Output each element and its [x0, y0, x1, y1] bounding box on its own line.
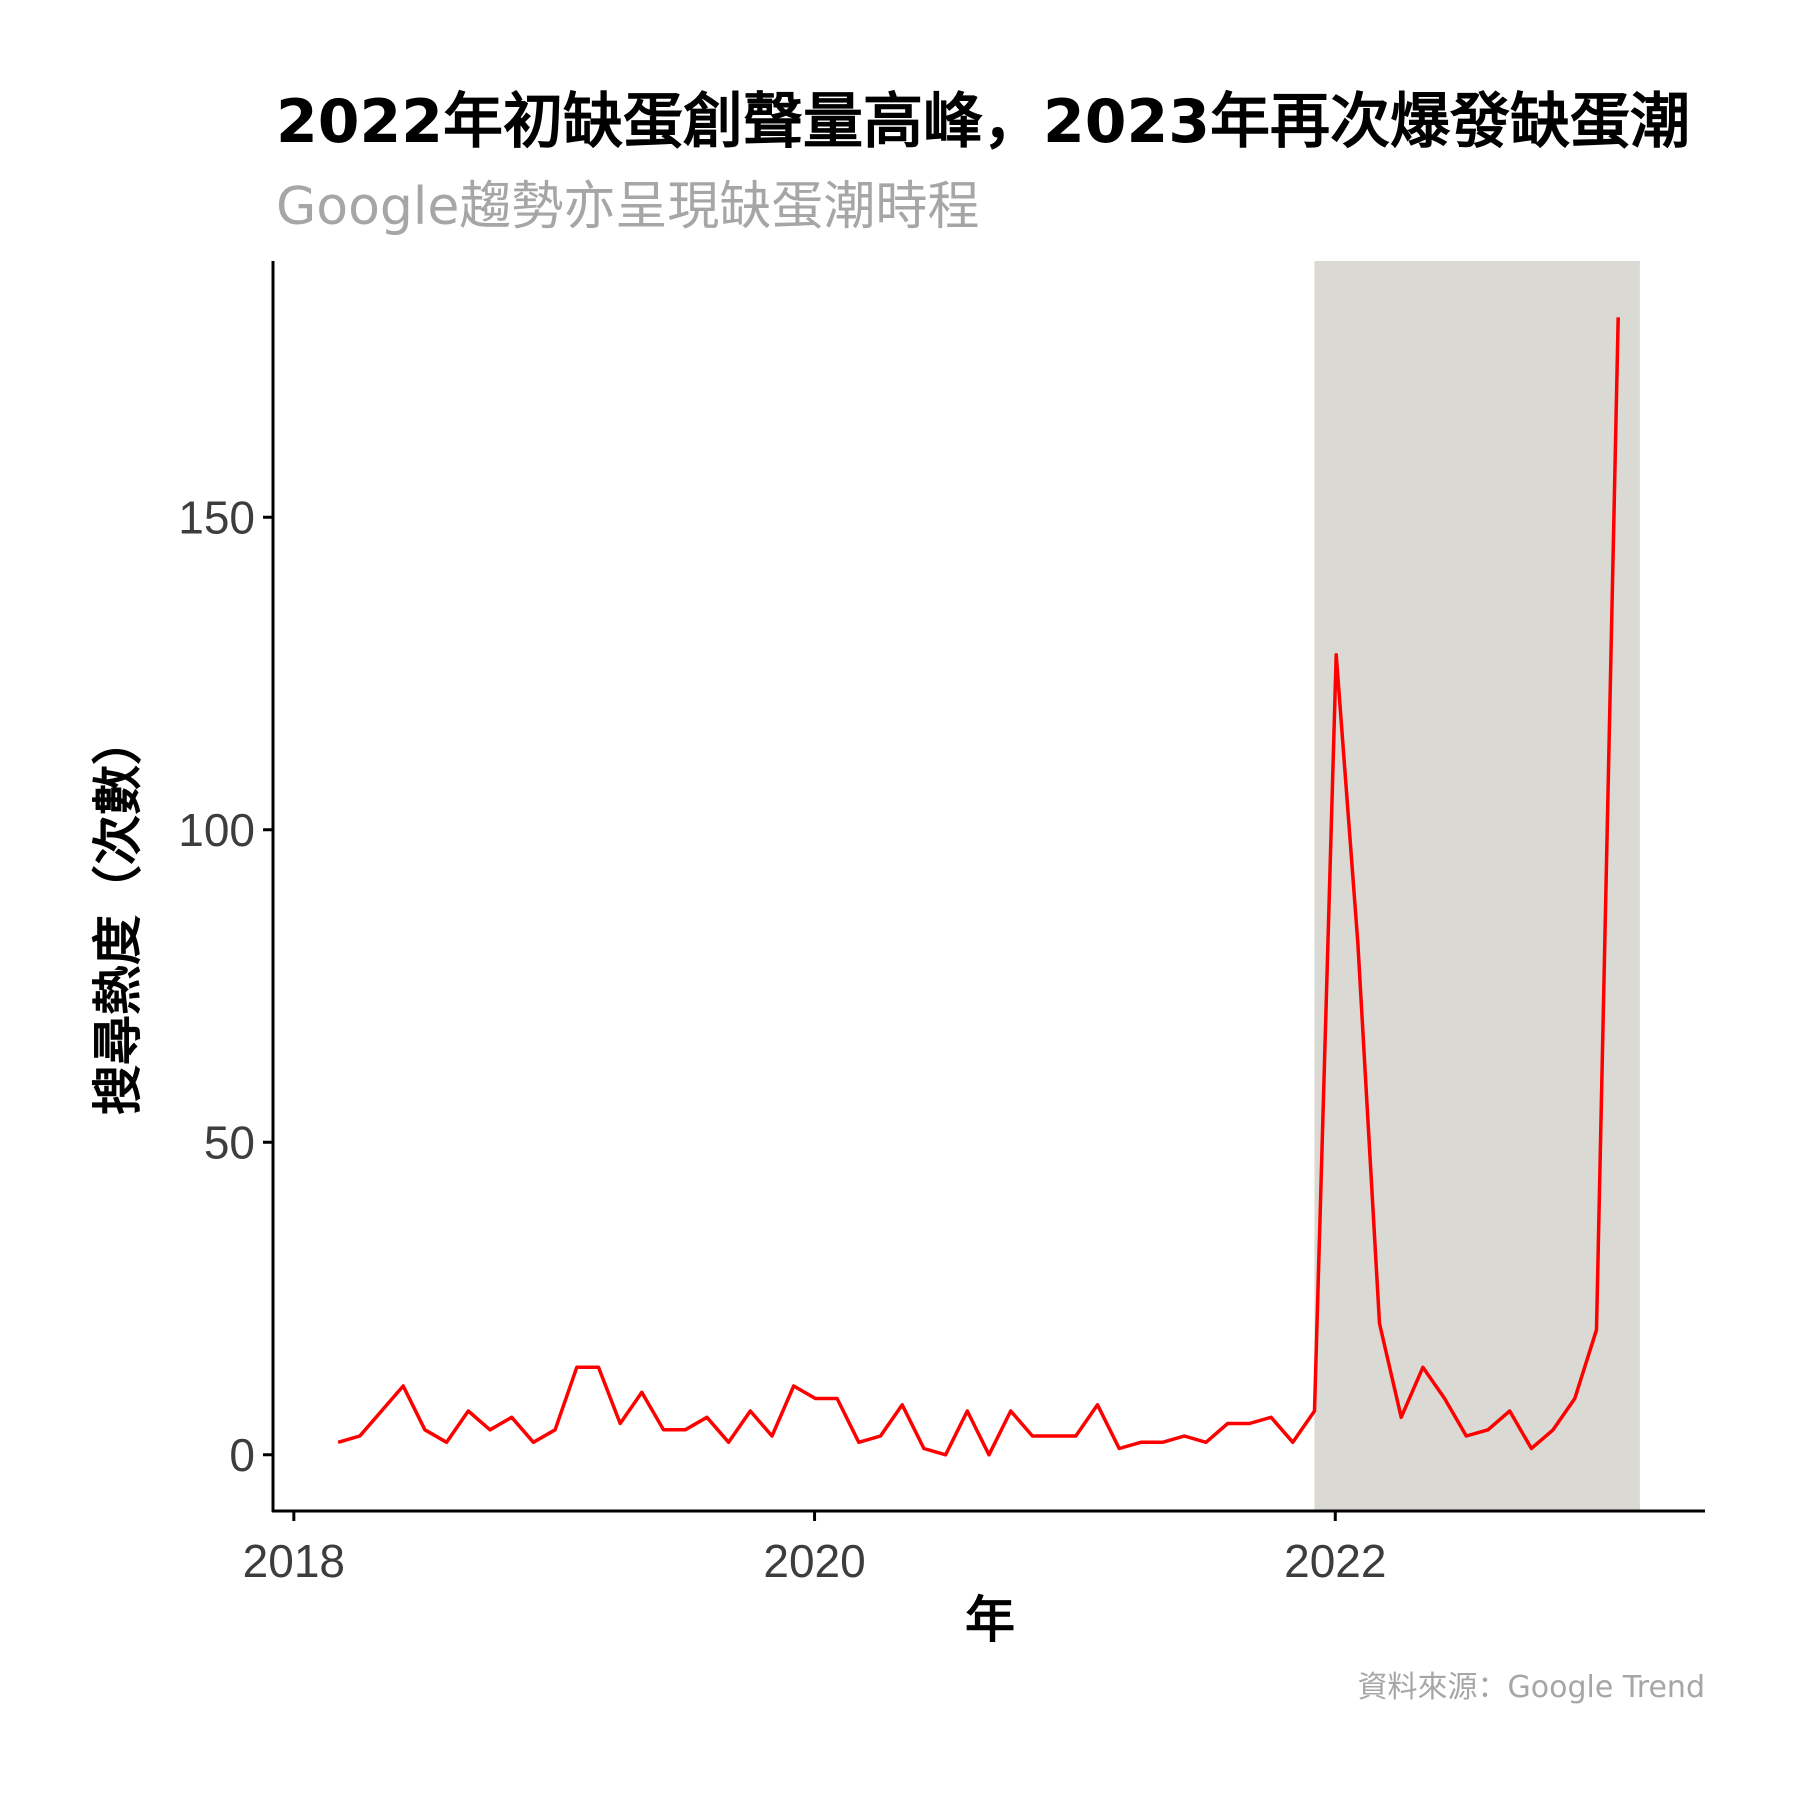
- x-axis-title: 年: [965, 1591, 1015, 1649]
- y-axis-title: 搜尋熱度（次數）: [89, 715, 147, 1115]
- chart-title: 2022年初缺蛋創聲量高峰，2023年再次爆發缺蛋潮: [276, 87, 1690, 157]
- y-tick-label: 150: [178, 491, 255, 543]
- series-line: [337, 317, 1620, 1457]
- y-tick-label: 0: [229, 1429, 255, 1481]
- chart-subtitle: Google趨勢亦呈現缺蛋潮時程: [276, 177, 979, 237]
- highlight-band: [1314, 261, 1640, 1511]
- x-tick-label: 2020: [763, 1535, 865, 1587]
- source-caption: 資料來源：Google Trend: [1358, 1670, 1705, 1705]
- y-axis: 0 50 100 150: [178, 491, 273, 1481]
- x-axis: 2018 2020 2022: [243, 1511, 1386, 1587]
- y-tick-label: 100: [178, 804, 255, 856]
- plot-area: [337, 261, 1640, 1511]
- x-tick-label: 2022: [1284, 1535, 1386, 1587]
- x-tick-label: 2018: [243, 1535, 345, 1587]
- y-tick-label: 50: [204, 1116, 255, 1168]
